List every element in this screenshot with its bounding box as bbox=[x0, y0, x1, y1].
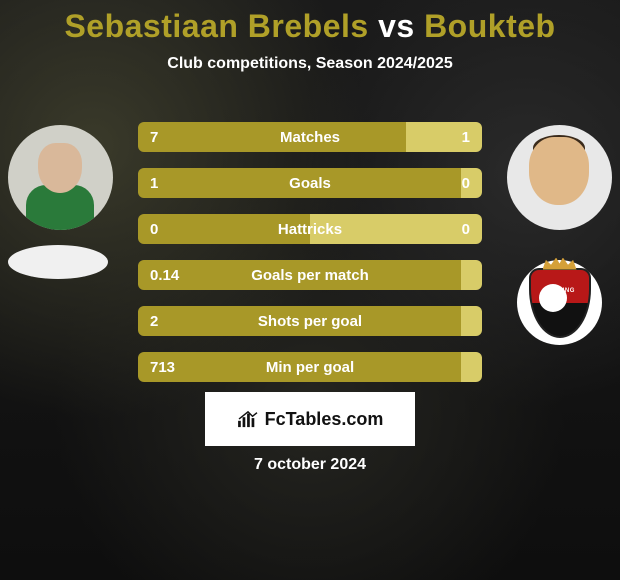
shield-icon: SERAING bbox=[529, 268, 591, 338]
player1-avatar bbox=[8, 125, 113, 230]
stat-left-value: 1 bbox=[150, 175, 158, 192]
chart-icon bbox=[237, 410, 259, 428]
stat-left-value: 2 bbox=[150, 313, 158, 330]
date-line: 7 october 2024 bbox=[0, 456, 620, 474]
stat-right-segment bbox=[461, 260, 482, 290]
stat-left-value: 7 bbox=[150, 129, 158, 146]
right-avatar-column: SERAING bbox=[507, 125, 612, 345]
stat-right-segment: 0 bbox=[310, 214, 482, 244]
stat-left-segment: 2 bbox=[138, 306, 461, 336]
stat-left-segment: 713 bbox=[138, 352, 461, 382]
player2-name: Boukteb bbox=[424, 8, 556, 44]
stat-row: 10Goals bbox=[138, 168, 482, 198]
stat-row: 71Matches bbox=[138, 122, 482, 152]
player1-name: Sebastiaan Brebels bbox=[64, 8, 368, 44]
stat-row: 00Hattricks bbox=[138, 214, 482, 244]
stat-left-segment: 1 bbox=[138, 168, 461, 198]
stat-right-value: 1 bbox=[462, 129, 470, 146]
stat-right-segment bbox=[461, 352, 482, 382]
stat-left-value: 0 bbox=[150, 221, 158, 238]
player2-club-badge: SERAING bbox=[517, 260, 602, 345]
stats-bars: 71Matches10Goals00Hattricks0.14Goals per… bbox=[138, 122, 482, 398]
crown-icon bbox=[543, 258, 577, 270]
branding-badge: FcTables.com bbox=[205, 392, 415, 446]
stat-left-segment: 7 bbox=[138, 122, 406, 152]
stat-left-value: 713 bbox=[150, 359, 175, 376]
player1-club-placeholder bbox=[8, 245, 108, 279]
stat-row: 713Min per goal bbox=[138, 352, 482, 382]
vs-word: vs bbox=[378, 8, 415, 44]
stat-left-segment: 0.14 bbox=[138, 260, 461, 290]
stat-left-segment: 0 bbox=[138, 214, 310, 244]
branding-text: FcTables.com bbox=[265, 409, 384, 430]
subtitle: Club competitions, Season 2024/2025 bbox=[0, 55, 620, 73]
player2-avatar bbox=[507, 125, 612, 230]
stat-right-value: 0 bbox=[462, 221, 470, 238]
club-name: SERAING bbox=[531, 288, 589, 294]
stat-left-value: 0.14 bbox=[150, 267, 179, 284]
stat-right-value: 0 bbox=[462, 175, 470, 192]
stat-row: 0.14Goals per match bbox=[138, 260, 482, 290]
stat-right-segment: 1 bbox=[406, 122, 482, 152]
stat-right-segment: 0 bbox=[461, 168, 482, 198]
left-avatar-column bbox=[8, 125, 113, 279]
comparison-title: Sebastiaan Brebels vs Boukteb bbox=[0, 8, 620, 45]
stat-row: 2Shots per goal bbox=[138, 306, 482, 336]
stat-right-segment bbox=[461, 306, 482, 336]
